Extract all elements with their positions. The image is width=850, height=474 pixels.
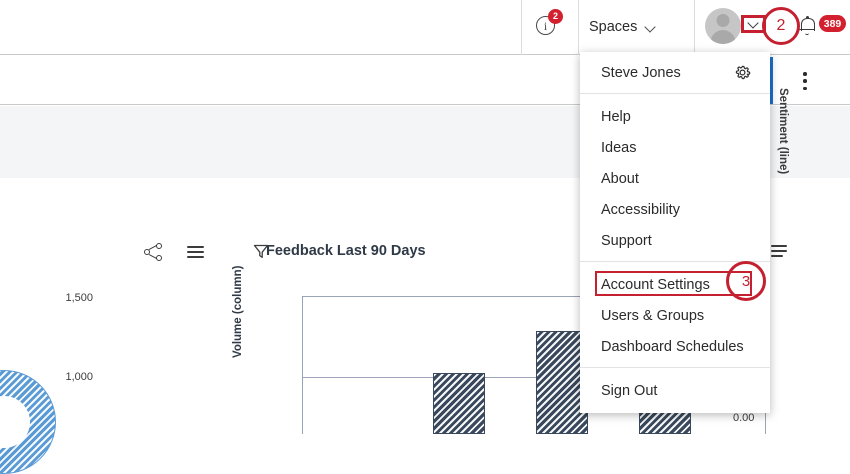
chevron-down-icon <box>646 23 655 32</box>
menu-item-label: Users & Groups <box>601 307 705 324</box>
header-divider-right <box>694 0 695 55</box>
menu-item-sign-out[interactable]: Sign Out <box>580 375 770 406</box>
annotation-step-3: 3 <box>726 261 766 301</box>
share-node-1 <box>144 249 150 255</box>
funnel-filter-icon[interactable] <box>252 242 272 262</box>
kebab-dot-1 <box>803 72 807 76</box>
y-axis-label: Volume (column) <box>232 265 244 358</box>
y2-tick-label-0: 0.00 <box>733 412 755 424</box>
options-bar-2 <box>771 250 787 252</box>
menu-section-3: Sign Out <box>580 367 770 411</box>
y-tick-label-1000: 1,000 <box>65 371 93 383</box>
bell-clapper <box>805 31 809 35</box>
list-bar-2 <box>187 251 204 253</box>
top-header-bar: i 2 Spaces 2 389 <box>0 0 850 55</box>
widget-toolbar <box>144 240 272 264</box>
header-divider-left <box>521 0 522 55</box>
y-tick-label-1500: 1,500 <box>65 292 93 304</box>
info-badge: 2 <box>548 9 563 24</box>
bell-body <box>801 18 815 31</box>
menu-item-about[interactable]: About <box>580 163 770 194</box>
menu-item-label: Ideas <box>601 139 637 156</box>
options-bar-3 <box>771 255 783 257</box>
list-options-icon[interactable] <box>771 243 789 261</box>
menu-item-label: Help <box>601 108 631 125</box>
y2-axis-label: Sentiment (line) <box>777 88 789 175</box>
share-icon[interactable] <box>144 242 164 262</box>
kebab-dot-2 <box>803 79 807 83</box>
menu-item-label: Account Settings <box>601 276 710 293</box>
info-button[interactable]: i 2 <box>536 9 563 40</box>
list-icon[interactable] <box>186 242 206 262</box>
active-tab-accent <box>770 57 773 104</box>
menu-item-accessibility[interactable]: Accessibility <box>580 194 770 225</box>
info-circle-icon: i <box>536 16 555 35</box>
gear-icon[interactable] <box>734 64 751 81</box>
options-bar-1 <box>771 245 787 247</box>
avatar-body <box>710 30 736 44</box>
menu-item-users-groups[interactable]: Users & Groups <box>580 300 770 331</box>
account-dropdown-menu: Steve Jones Help Ideas About Accessibili… <box>580 52 770 413</box>
menu-item-support[interactable]: Support <box>580 225 770 256</box>
more-vertical-icon[interactable] <box>803 72 808 91</box>
menu-section-1: Help Ideas About Accessibility Support <box>580 94 770 261</box>
menu-item-label: About <box>601 170 639 187</box>
menu-header[interactable]: Steve Jones <box>580 52 770 94</box>
menu-item-label: Dashboard Schedules <box>601 338 744 355</box>
spaces-menu-button[interactable]: Spaces <box>589 14 655 40</box>
bell-nub <box>805 16 809 19</box>
menu-item-label: Support <box>601 232 652 249</box>
menu-item-label: Accessibility <box>601 201 680 218</box>
kebab-dot-3 <box>803 86 807 91</box>
header-divider-mid <box>578 0 579 55</box>
avatar-head <box>716 14 730 27</box>
bell-rim <box>799 28 815 30</box>
menu-user-name: Steve Jones <box>601 64 681 81</box>
gridline-1000 <box>303 377 750 378</box>
bell-icon[interactable] <box>799 16 815 35</box>
menu-item-dashboard-schedules[interactable]: Dashboard Schedules <box>580 331 770 362</box>
menu-item-label: Sign Out <box>601 382 658 399</box>
application-window: i 2 Spaces 2 389 <box>0 0 850 434</box>
chevron-down-icon <box>749 20 758 29</box>
spaces-label: Spaces <box>589 19 638 35</box>
menu-item-ideas[interactable]: Ideas <box>580 132 770 163</box>
avatar[interactable] <box>705 8 741 44</box>
notification-count-badge[interactable]: 389 <box>819 15 846 32</box>
widget-title: Feedback Last 90 Days <box>266 243 426 259</box>
bar-1[interactable] <box>433 373 485 434</box>
list-bar-1 <box>187 246 204 248</box>
annotation-step-2: 2 <box>762 7 800 45</box>
menu-item-help[interactable]: Help <box>580 101 770 132</box>
list-bar-3 <box>187 256 204 258</box>
